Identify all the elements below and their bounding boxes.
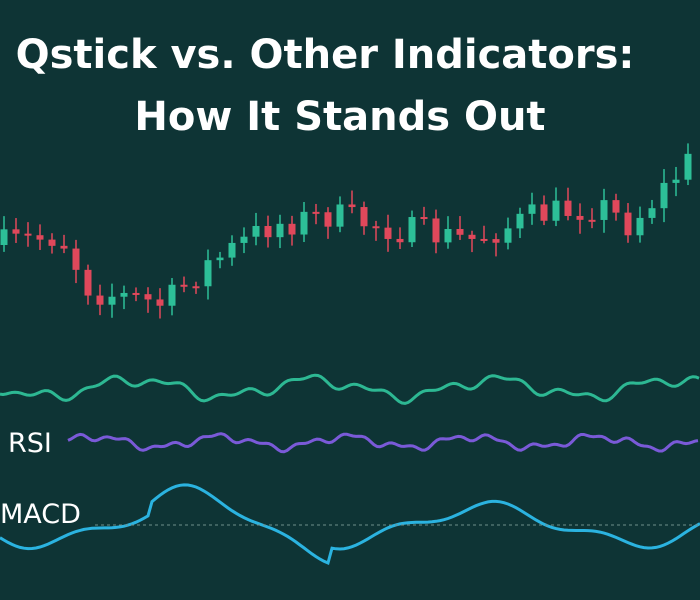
macd-label: MACD [0,499,81,530]
candle-body [276,223,284,238]
candle-body [588,219,596,222]
candle-body [312,211,320,214]
candle-body [600,200,608,220]
qstick-line [0,373,700,405]
candle-body [48,239,56,246]
candle-body [108,296,116,305]
candle-body [648,208,656,218]
candle-body [420,217,428,220]
candle-body [252,225,260,237]
title: How It Stands Out [134,94,545,140]
title: Qstick vs. Other Indicators: [16,32,635,78]
candle-body [288,223,296,235]
candlesticks [0,143,692,319]
candle-body [60,245,68,249]
candle-body [204,260,212,287]
candle-body [132,292,140,295]
candle-body [408,217,416,243]
candle-body [300,211,308,235]
candle-body [492,239,500,243]
candle-body [660,182,668,209]
candle-body [468,234,476,239]
candle-body [96,295,104,305]
macd-line [0,483,700,566]
candle-body [264,225,272,238]
candle-body [564,200,572,216]
candle-body [0,229,8,245]
candle-body [192,286,200,289]
candle-body [576,215,584,220]
candle-body [144,294,152,300]
candle-body [396,238,404,243]
candle-body [552,200,560,221]
candle-body [672,179,680,183]
rsi-label: RSI [8,428,52,459]
rsi-line [67,432,699,454]
candle-body [684,153,692,180]
candle-body [504,228,512,243]
candle-body [612,200,620,213]
candle-body [156,299,164,306]
candle-body [516,213,524,229]
candle-body [84,269,92,296]
candle-body [540,204,548,221]
candle-body [36,235,44,240]
candle-body [384,227,392,239]
candle-body [528,204,536,214]
candle-body [432,218,440,243]
indicator-lines [0,373,700,566]
candle-body [12,229,20,234]
candle-body [216,257,224,261]
candle-body [168,284,176,306]
candle-body [480,238,488,241]
candle-body [324,212,332,227]
candle-body [456,228,464,235]
candle-body [360,207,368,227]
candle-body [336,204,344,227]
candle-body [444,228,452,243]
candle-body [228,242,236,258]
candle-body [180,284,188,287]
candle-body [372,226,380,229]
candle-body [120,292,128,297]
candle-body [636,217,644,236]
candle-body [348,204,356,208]
candle-body [240,236,248,243]
candle-body [24,233,32,236]
candle-body [72,248,80,270]
candle-body [624,212,632,236]
